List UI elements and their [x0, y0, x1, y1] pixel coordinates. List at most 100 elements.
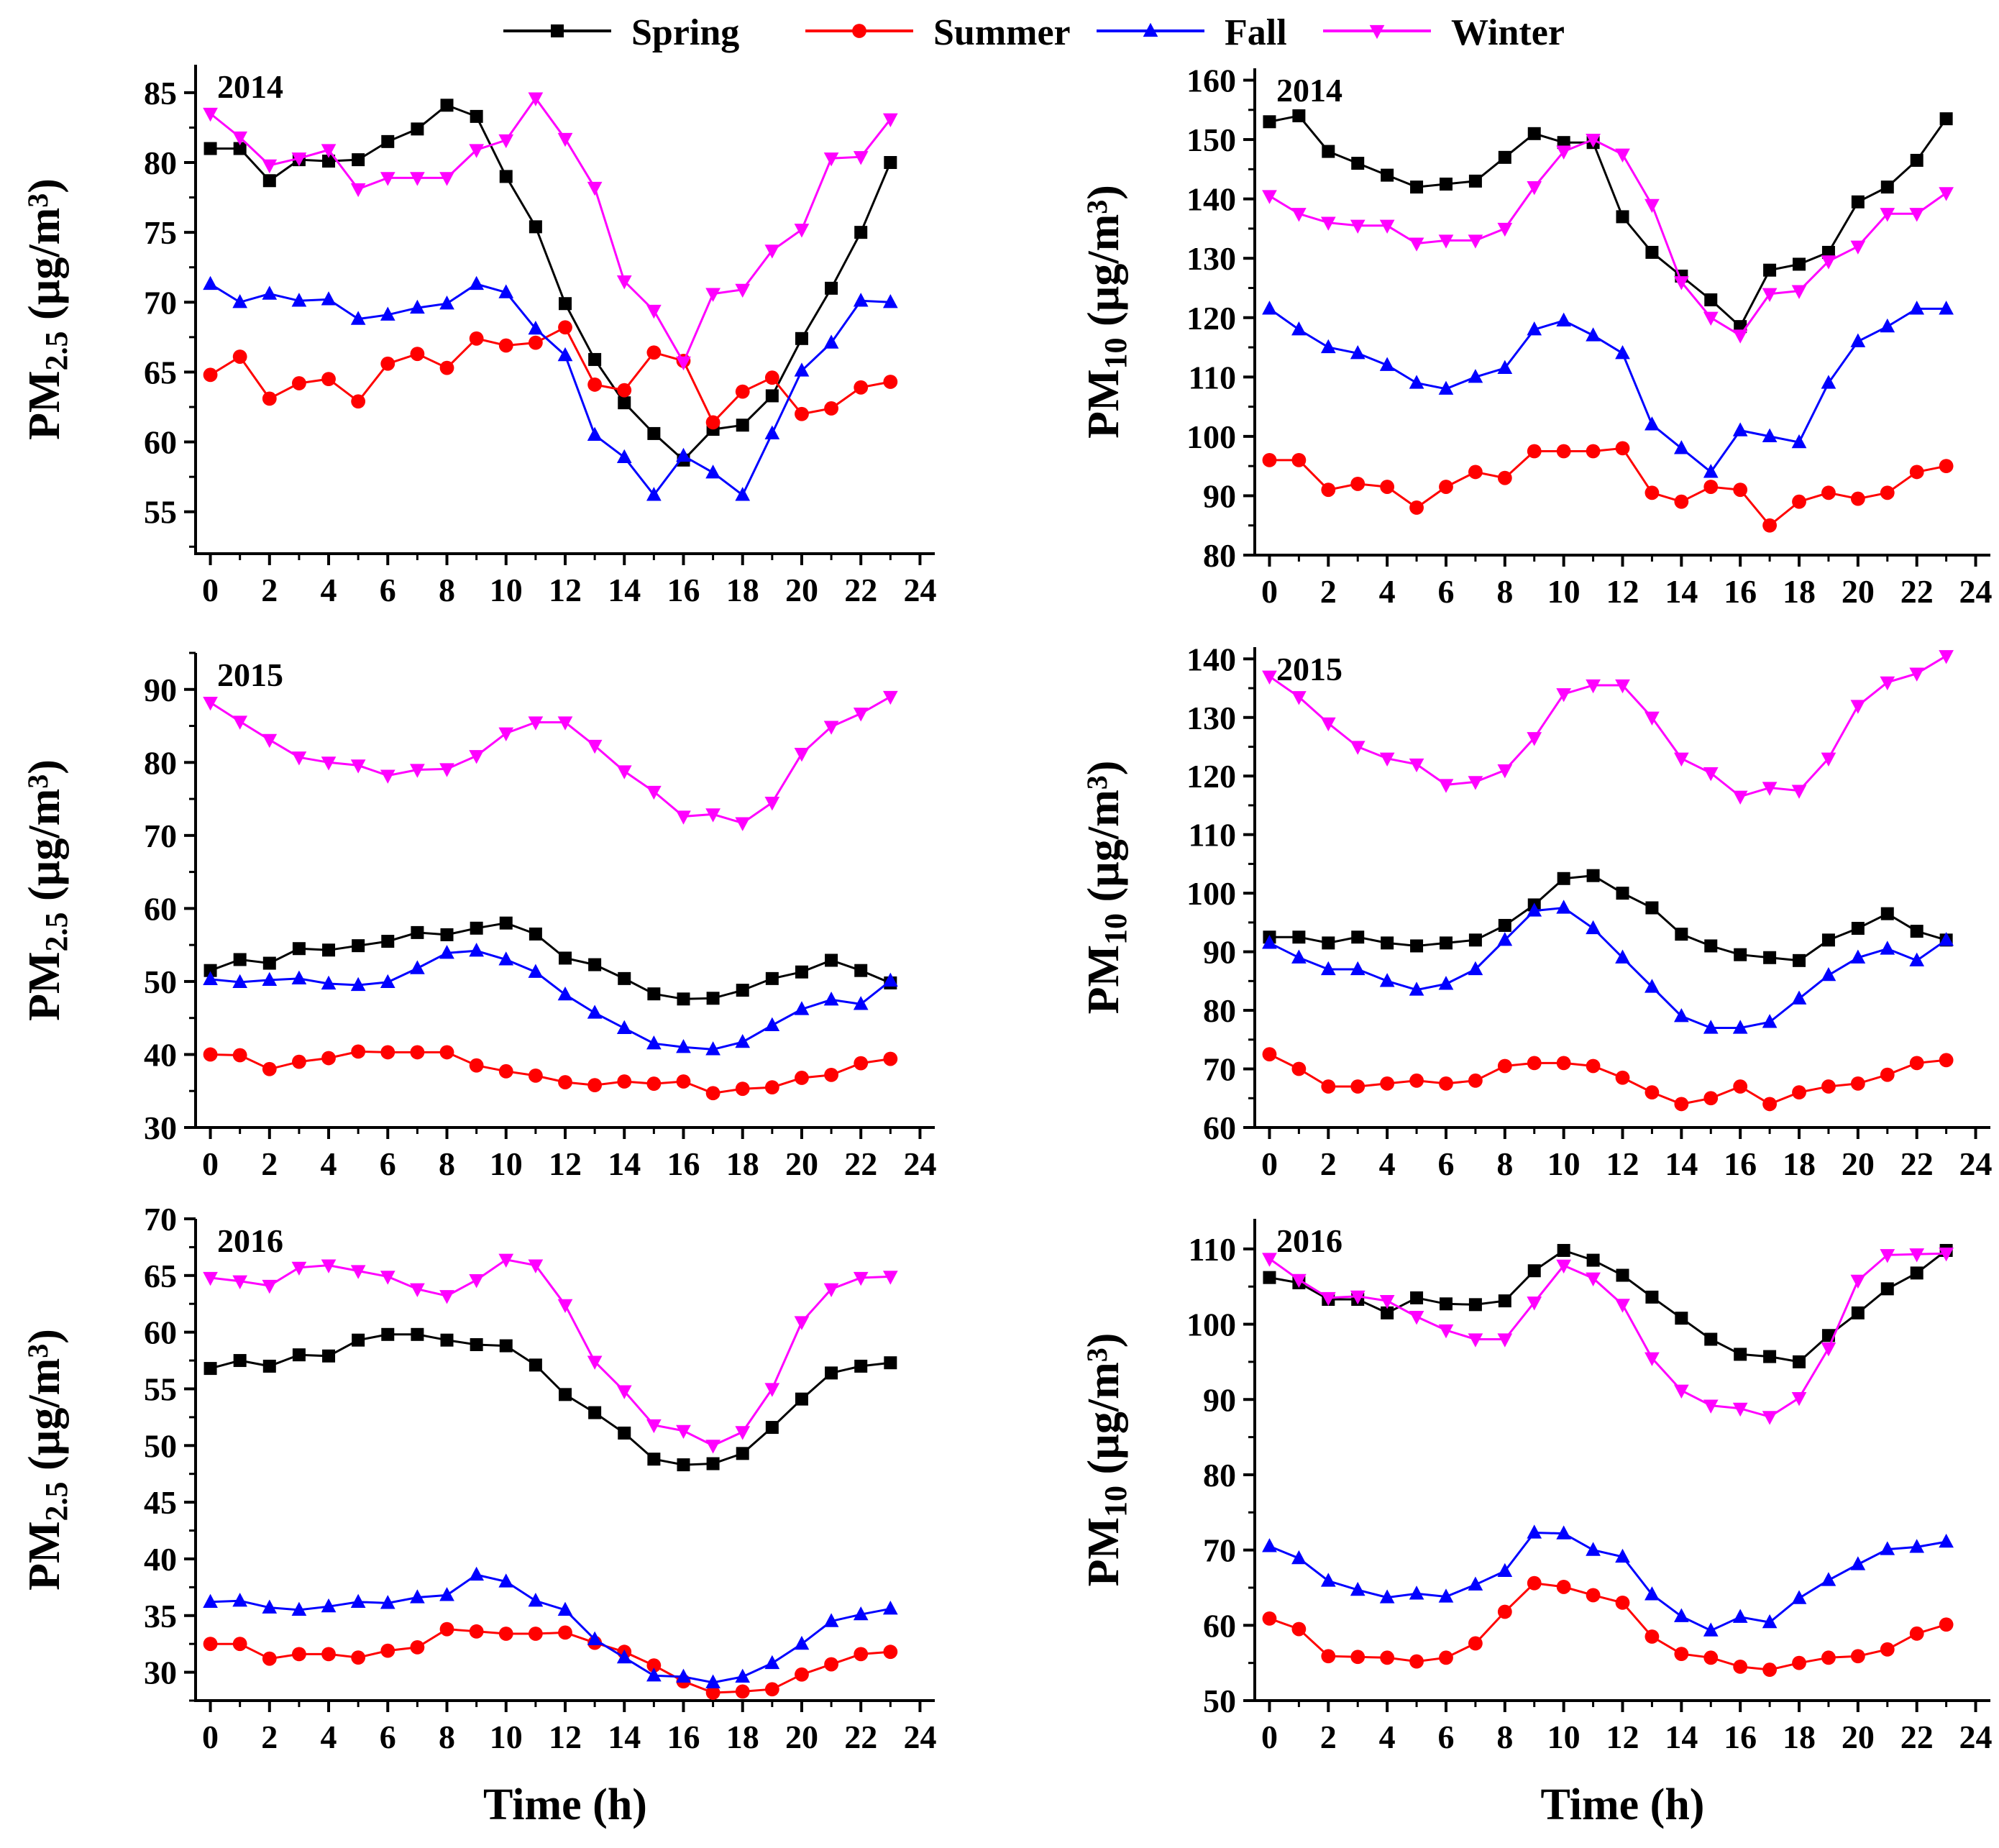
data-point: [676, 356, 691, 371]
panel-year-label: 2016: [217, 1222, 283, 1259]
y-tick-label: 70: [1203, 1532, 1236, 1569]
data-point: [1291, 453, 1307, 467]
y-tick-label: 30: [144, 1110, 177, 1146]
data-point: [1320, 216, 1336, 231]
y-tick-label: 150: [1186, 122, 1236, 158]
data-point: [528, 1069, 543, 1083]
data-point: [1468, 961, 1483, 976]
data-point: [1703, 1020, 1719, 1034]
data-point: [469, 144, 484, 158]
x-tick-label: 22: [1900, 573, 1934, 610]
data-point: [439, 763, 454, 777]
data-point: [853, 1271, 869, 1286]
y-tick-label: 65: [144, 1258, 177, 1294]
x-tick-label: 0: [202, 1719, 219, 1755]
data-point: [1880, 1282, 1894, 1296]
data-point: [705, 1674, 721, 1688]
data-point: [528, 1593, 544, 1607]
data-point: [1409, 758, 1424, 773]
data-point: [1762, 1097, 1778, 1112]
data-point: [262, 733, 278, 749]
data-point: [1673, 276, 1689, 291]
x-tick-label: 20: [1842, 1145, 1875, 1182]
data-point: [1645, 711, 1660, 726]
series-line-winter: [1268, 654, 1947, 798]
data-point: [1704, 1332, 1718, 1346]
data-point: [232, 1593, 248, 1607]
data-point: [1586, 1253, 1600, 1267]
data-point: [1497, 932, 1513, 946]
data-point: [1468, 933, 1482, 947]
data-point: [1939, 650, 1954, 664]
data-point: [1762, 1614, 1778, 1629]
data-point: [764, 370, 779, 385]
x-tick-label: 12: [1606, 1145, 1639, 1182]
data-point: [529, 1358, 542, 1372]
data-point: [1557, 1243, 1570, 1257]
data-point: [1556, 1056, 1571, 1071]
data-point: [1704, 293, 1718, 306]
data-point: [706, 992, 720, 1005]
x-tick-label: 18: [726, 572, 759, 608]
data-point: [1439, 1076, 1453, 1091]
data-point: [1320, 1291, 1336, 1307]
data-point: [1732, 790, 1748, 805]
data-point: [616, 1385, 632, 1399]
data-point: [1291, 321, 1307, 336]
y-tick-label: 70: [1203, 1051, 1236, 1088]
data-point: [410, 960, 425, 974]
data-point: [1762, 428, 1778, 442]
data-point: [291, 152, 307, 167]
data-point: [1527, 1524, 1542, 1539]
data-point: [705, 1086, 721, 1101]
y-tick-label: 35: [144, 1598, 177, 1634]
data-point: [321, 291, 337, 306]
data-point: [528, 335, 543, 350]
data-point: [706, 1457, 720, 1470]
data-point: [1703, 767, 1719, 782]
x-tick-label: 16: [667, 1145, 700, 1182]
data-point: [1291, 1621, 1307, 1637]
data-point: [350, 1265, 366, 1279]
series-winter: [203, 690, 898, 831]
data-point: [677, 1458, 690, 1472]
data-point: [823, 152, 839, 167]
series-line-summer: [210, 1050, 891, 1094]
data-point: [1468, 234, 1483, 249]
data-point: [1615, 441, 1630, 456]
data-point: [499, 916, 513, 930]
x-tick-label: 6: [1437, 573, 1454, 610]
data-point: [587, 1078, 603, 1093]
y-tick-label: 110: [1189, 817, 1236, 854]
x-tick-label: 22: [844, 1719, 877, 1755]
data-point: [1527, 321, 1542, 336]
x-tick-label: 20: [1842, 573, 1875, 610]
data-point: [677, 992, 690, 1006]
data-point: [1409, 1073, 1424, 1088]
x-tick-label: 2: [261, 1719, 278, 1755]
data-point: [1732, 1402, 1748, 1417]
data-point: [498, 1253, 514, 1268]
data-point: [1381, 168, 1394, 182]
data-point: [1939, 1617, 1954, 1632]
y-tick-label: 85: [144, 75, 177, 111]
data-point: [1851, 195, 1865, 209]
x-tick-label: 8: [1496, 1145, 1513, 1182]
series-line-summer: [1268, 1053, 1947, 1106]
series-winter: [1262, 133, 1954, 344]
data-point: [1615, 1070, 1630, 1085]
data-point: [380, 356, 395, 371]
data-point: [351, 1650, 366, 1665]
data-point: [1850, 1076, 1865, 1091]
data-point: [1733, 482, 1748, 498]
data-point: [1586, 1058, 1601, 1074]
data-point: [1586, 920, 1601, 935]
data-point: [559, 951, 572, 965]
data-point: [410, 347, 425, 362]
data-point: [853, 996, 869, 1010]
legend-item-winter: Winter: [1323, 12, 1565, 53]
data-point: [203, 1637, 218, 1652]
data-point: [1527, 732, 1542, 746]
data-point: [1320, 339, 1336, 354]
data-point: [882, 1601, 898, 1615]
